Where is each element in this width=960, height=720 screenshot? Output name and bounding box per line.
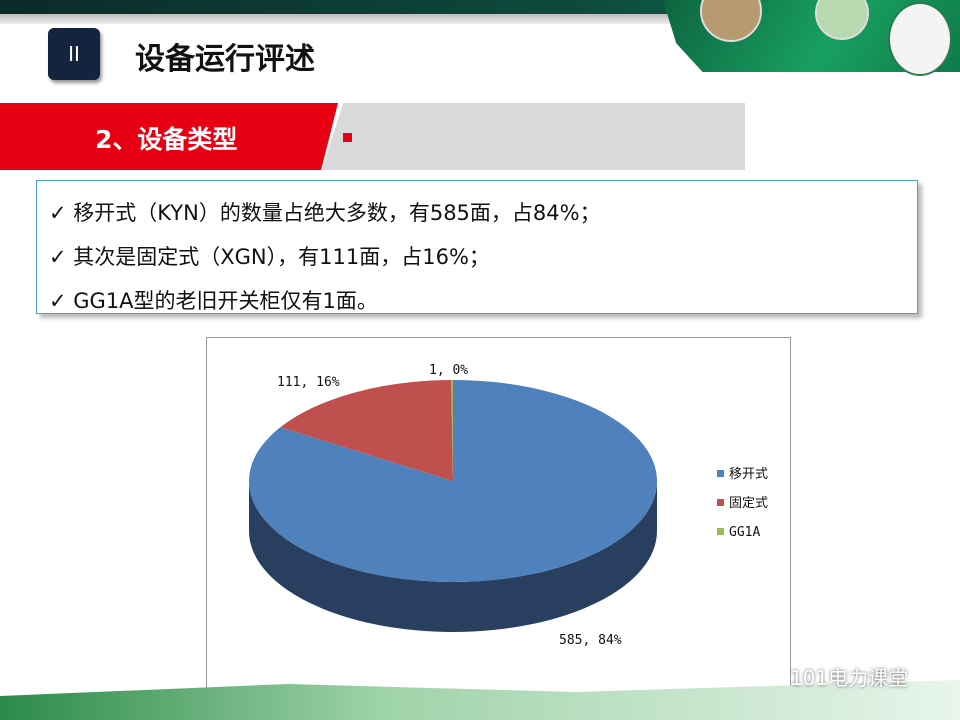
- data-label-withdrawable: 585, 84%: [559, 633, 622, 648]
- red-square-marker: [343, 133, 352, 142]
- page-title: 设备运行评述: [135, 42, 315, 77]
- summary-box: ✓ 移开式（KYN）的数量占绝大多数，有585面，占84%； ✓ 其次是固定式（…: [36, 180, 918, 314]
- legend-label: 固定式: [729, 496, 768, 511]
- subheader-title: 2、设备类型: [95, 125, 238, 154]
- data-label-fixed: 111, 16%: [277, 375, 340, 390]
- pie-chart: 111, 16% 1, 0% 585, 84% 移开式固定式 GG1A: [206, 337, 791, 709]
- page-fold-corner: [894, 292, 918, 314]
- pie-slice-1: [280, 380, 453, 481]
- subheader-gray-bar: [322, 103, 745, 170]
- section-badge: II: [48, 28, 100, 80]
- bullet-2: ✓ 其次是固定式（XGN），有111面，占16%；: [49, 245, 490, 269]
- legend-swatch: [717, 470, 724, 477]
- pie-slice-2: [451, 380, 453, 481]
- pie-side: [249, 481, 657, 632]
- pie-slice-0: [248, 380, 658, 582]
- bullet-3: ✓ GG1A型的老旧开关柜仅有1面。: [49, 289, 378, 313]
- watermark: 101电力课堂: [790, 666, 909, 690]
- subheader-red-bar: [0, 103, 338, 170]
- legend-swatch: [717, 528, 724, 535]
- logo-icon: [888, 2, 952, 76]
- bullet-1: ✓ 移开式（KYN）的数量占绝大多数，有585面，占84%；: [49, 201, 601, 225]
- legend-swatch: [717, 499, 724, 506]
- top-gray-strip: [0, 14, 680, 24]
- legend-label: 移开式: [729, 467, 768, 482]
- legend-label: GG1A: [729, 525, 760, 540]
- data-label-gg1a: 1, 0%: [429, 363, 468, 378]
